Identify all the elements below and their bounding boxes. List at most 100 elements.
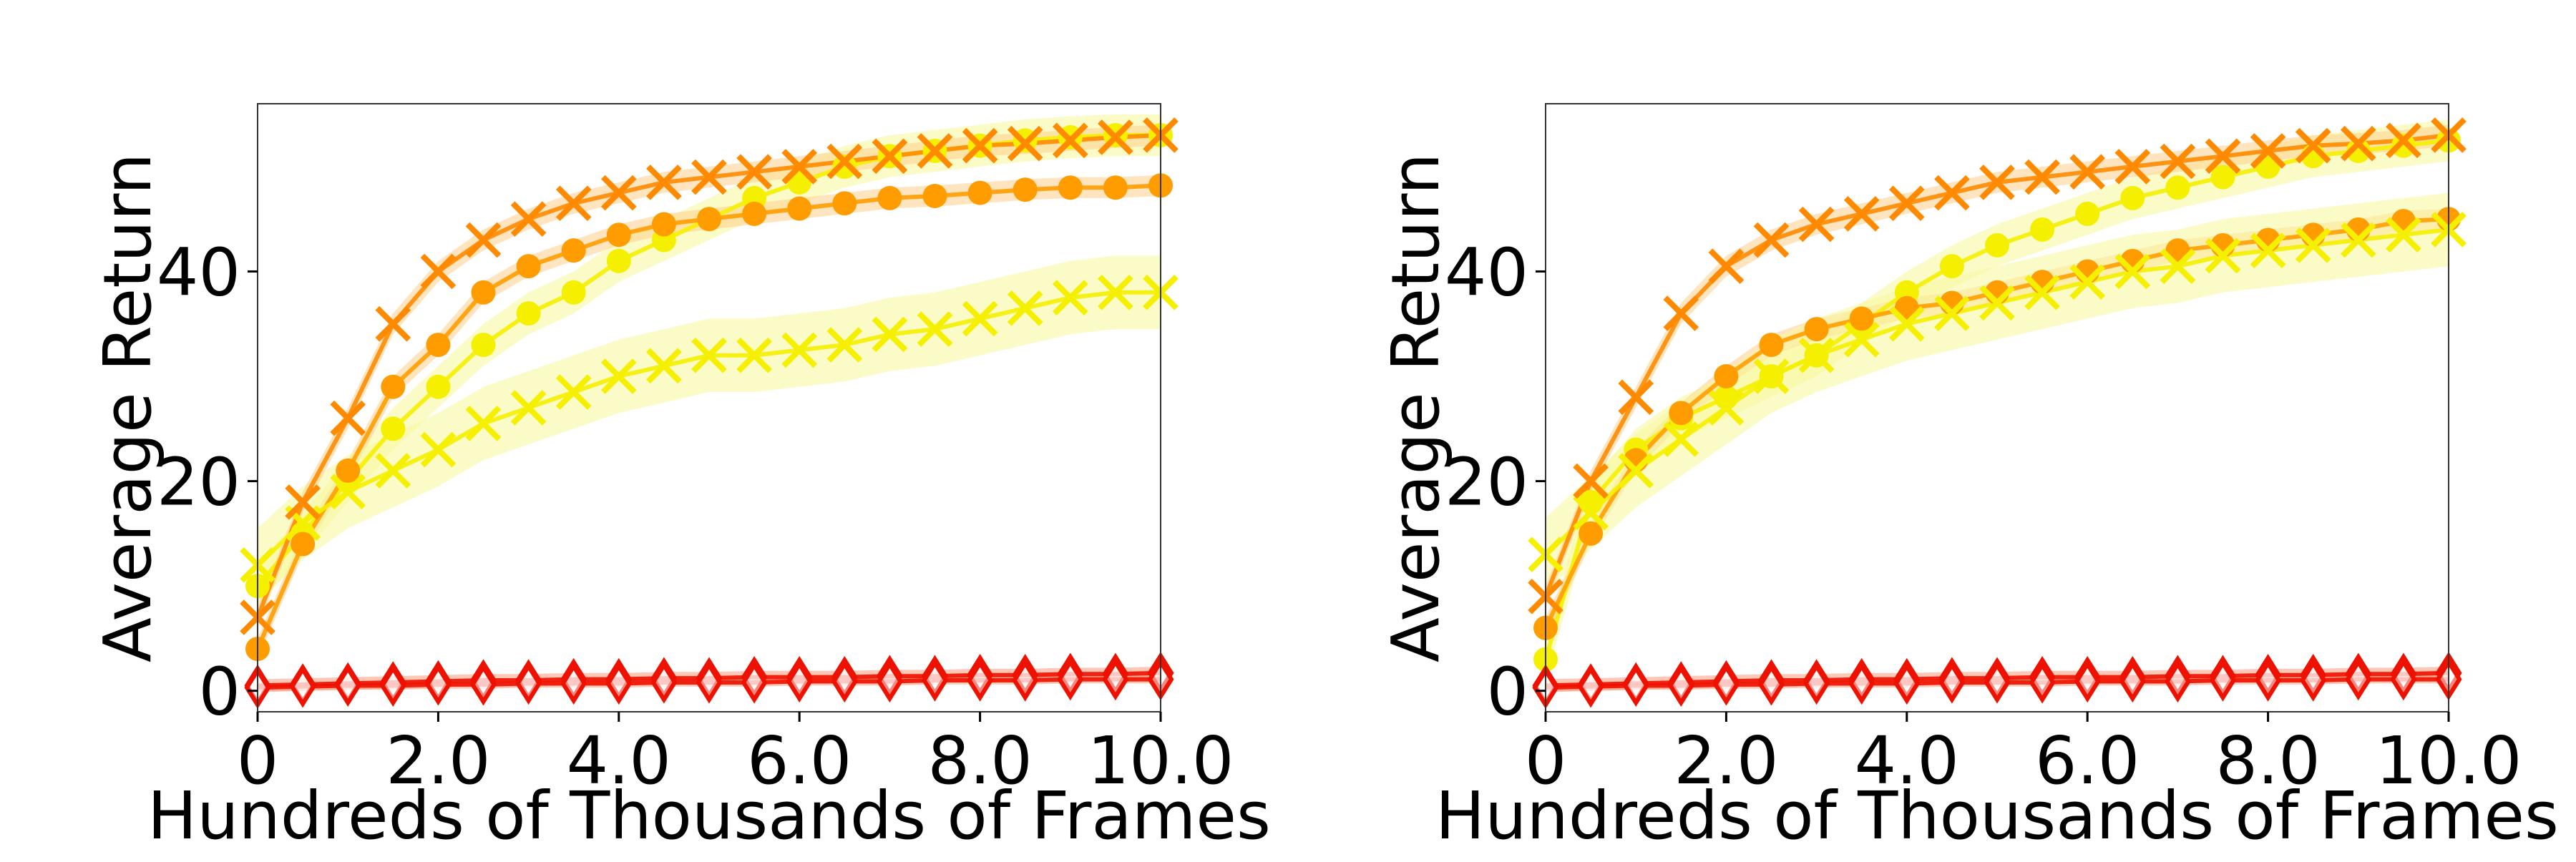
data-point-x (962, 300, 998, 337)
data-point-circle (471, 280, 496, 305)
data-point-x (1098, 274, 1133, 310)
data-point-x (2160, 143, 2196, 180)
data-point-circle (561, 280, 586, 305)
data-point-circle (967, 180, 992, 205)
series-band (258, 255, 1161, 602)
data-point-circle (561, 238, 586, 263)
data-point-x (2295, 127, 2331, 164)
data-point-circle (606, 222, 631, 248)
data-point-diamond (2029, 661, 2056, 704)
series-line (1543, 133, 2449, 597)
x-tick-label: 0 (237, 723, 279, 799)
data-point-diamond (650, 661, 678, 704)
x-tick-label: 6.0 (747, 723, 852, 799)
data-point-x (781, 332, 818, 368)
x-tick-label: 4.0 (1855, 723, 1959, 799)
x-tick-label: 4.0 (567, 723, 671, 799)
data-point-circle (1759, 333, 1784, 358)
data-point-x (1098, 119, 1133, 155)
data-point-diamond (1848, 662, 1875, 705)
data-point-x (826, 327, 863, 363)
data-point-x (691, 337, 727, 373)
data-point-x (1573, 463, 1609, 499)
x-tick-label: 10.0 (2376, 723, 2522, 799)
data-point-diamond (2119, 660, 2146, 703)
data-point-diamond (2164, 660, 2191, 703)
data-point-diamond (334, 664, 361, 707)
data-point-circle (651, 212, 676, 237)
data-point-x (1007, 125, 1043, 162)
data-point-diamond (379, 664, 406, 707)
data-point-diamond (1893, 662, 1921, 705)
data-point-circle (2346, 138, 2371, 163)
data-point-x (1007, 290, 1043, 326)
data-point-x (2024, 159, 2060, 195)
chart-panel-right: 0 2.0 4.0 6.0 8.0 10.0 0 20 40 Hundreds of Thous… (1377, 103, 2559, 854)
axis-ticks: 0 2.0 4.0 6.0 8.0 10.0 0 20 40 (1445, 234, 2522, 799)
data-point-x (420, 431, 457, 468)
data-point-x (600, 175, 637, 211)
data-point-circle (832, 154, 857, 179)
data-point-diamond (696, 661, 723, 704)
data-point-circle (606, 248, 631, 273)
data-point-diamond (1984, 661, 2011, 704)
data-point-x (330, 400, 366, 436)
data-point-circle (1103, 175, 1128, 200)
data-point-diamond (967, 659, 994, 702)
y-tick-label: 40 (1445, 234, 1528, 310)
y-tick-label: 20 (157, 444, 240, 521)
series-markers (1528, 117, 2467, 709)
data-point-diamond (605, 662, 633, 705)
data-point-x (465, 406, 502, 441)
data-point-circle (291, 532, 316, 557)
data-point-diamond (1012, 659, 1039, 702)
x-tick-label: 0 (1525, 723, 1567, 799)
data-point-x (2069, 154, 2106, 190)
series-band (258, 124, 1161, 628)
data-point-x (646, 165, 682, 200)
data-point-diamond (1757, 663, 1785, 706)
data-point-x (1708, 248, 1745, 284)
data-point-circle (1939, 254, 1964, 279)
data-point-circle (516, 254, 541, 279)
x-tick-label: 8.0 (2215, 723, 2320, 799)
data-point-diamond (2345, 657, 2372, 701)
data-point-diamond (289, 665, 316, 708)
data-point-x (691, 159, 727, 195)
data-point-x (285, 484, 321, 520)
axis-ticks: 0 2.0 4.0 6.0 8.0 10.0 0 20 40 (157, 234, 1234, 799)
data-point-x (1708, 390, 1745, 426)
data-point-circle (877, 185, 902, 210)
data-point-x (465, 222, 502, 258)
data-point-circle (1849, 306, 1874, 331)
chart-panel-left: 0 2.0 4.0 6.0 8.0 10.0 0 20 40 Hundreds of Thous… (89, 103, 1271, 854)
y-tick-label: 40 (157, 234, 240, 310)
data-point-diamond (1938, 661, 1966, 704)
data-point-circle (381, 416, 406, 441)
data-point-x (1934, 175, 1970, 211)
data-point-x (2160, 248, 2196, 284)
data-point-diamond (1057, 657, 1084, 701)
x-tick-label: 6.0 (2035, 723, 2140, 799)
data-point-x (1979, 285, 2015, 321)
data-point-x (330, 474, 366, 510)
x-axis-label: Hundreds of Thousands of Frames (1435, 778, 2559, 854)
data-point-x (1618, 453, 1654, 489)
data-point-x (1052, 122, 1088, 159)
data-point-circle (922, 183, 947, 208)
data-point-x (555, 185, 592, 222)
series-band (1546, 119, 2449, 680)
data-point-diamond (1712, 663, 1740, 706)
data-point-x (2114, 253, 2151, 290)
data-point-circle (381, 374, 406, 399)
data-point-circle (2165, 175, 2190, 200)
data-point-x (872, 316, 908, 353)
data-point-circle (2075, 201, 2100, 226)
data-point-x (1934, 295, 1970, 331)
data-point-diamond (424, 663, 452, 706)
data-point-x (510, 390, 547, 426)
data-point-diamond (831, 660, 858, 703)
data-point-x (2340, 125, 2376, 162)
data-point-x (510, 201, 547, 237)
data-point-x (1798, 337, 1835, 373)
